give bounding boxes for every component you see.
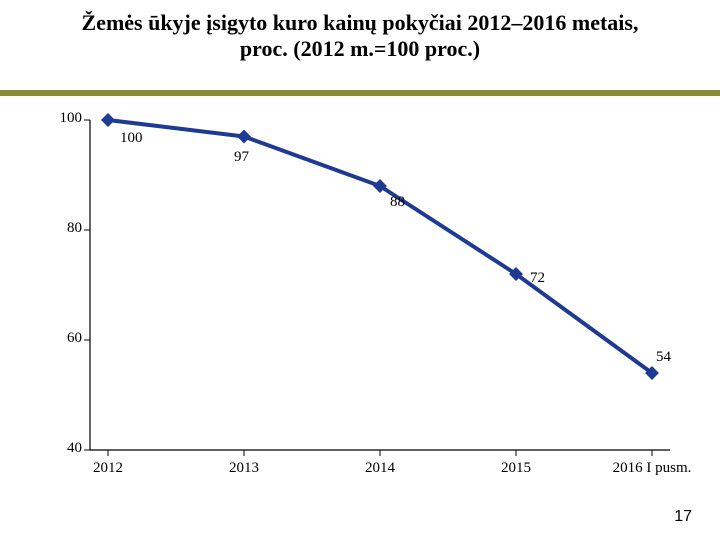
data-point-label: 54 <box>656 349 671 366</box>
y-tick-label: 100 <box>42 110 82 127</box>
page-number: 17 <box>674 508 692 526</box>
y-tick-label: 80 <box>42 220 82 237</box>
x-tick-label: 2014 <box>325 460 435 477</box>
line-chart: 40 60 80 100 2012 2013 2014 2015 2016 I pusm. 100… <box>0 0 720 540</box>
slide: Žemės ūkyje įsigyto kuro kainų pokyčiai … <box>0 0 720 540</box>
x-tick-label: 2013 <box>189 460 299 477</box>
x-tick-label: 2015 <box>461 460 571 477</box>
data-point-label: 88 <box>390 194 405 211</box>
y-tick-label: 40 <box>42 440 82 457</box>
x-tick-label: 2016 I pusm. <box>597 460 707 477</box>
data-point-label: 72 <box>530 270 545 287</box>
x-tick-label: 2012 <box>53 460 163 477</box>
chart-svg <box>0 0 720 540</box>
data-point-label: 97 <box>234 149 249 166</box>
y-tick-label: 60 <box>42 330 82 347</box>
data-point-label: 100 <box>120 130 143 147</box>
